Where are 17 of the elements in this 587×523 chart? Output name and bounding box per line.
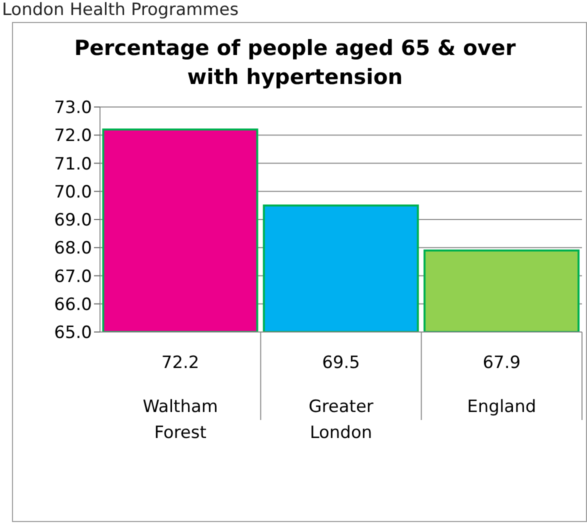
- x-tick-label: England: [467, 397, 536, 417]
- data-label: 69.5: [322, 353, 360, 373]
- x-tick-label: Greater London: [308, 397, 374, 443]
- y-tick-label: 73.0: [54, 98, 92, 118]
- x-tick-label: Waltham Forest: [142, 397, 218, 443]
- y-tick-label: 68.0: [54, 238, 92, 259]
- y-tick-label: 71.0: [54, 154, 92, 174]
- y-tick-label: 70.0: [54, 182, 92, 202]
- text: London Health Programmes: [2, 0, 239, 20]
- y-tick-label: 69.0: [54, 210, 92, 231]
- data-label: 67.9: [482, 353, 521, 373]
- y-tick-label: 72.0: [54, 126, 92, 146]
- data-label: 72.2: [161, 353, 200, 373]
- y-tick-label: 66.0: [54, 294, 92, 315]
- y-tick-label: 65.0: [54, 323, 92, 344]
- y-tick-label: 67.0: [54, 266, 92, 287]
- chart-title: Percentage of people aged 65 & over with hypertension: [73, 35, 517, 91]
